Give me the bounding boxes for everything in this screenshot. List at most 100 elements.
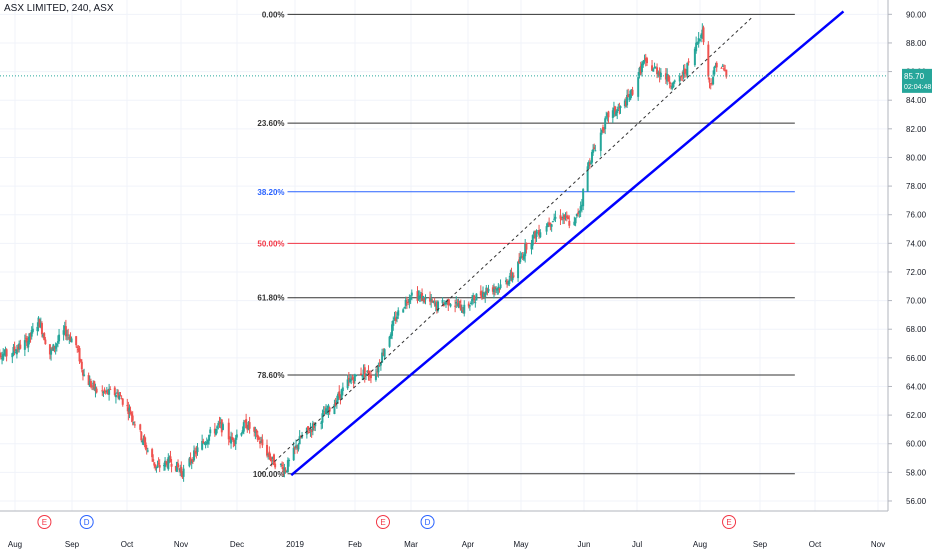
earnings-marker[interactable]: E [722, 515, 737, 529]
event-marker-circle[interactable] [722, 515, 737, 529]
candle-body [644, 57, 647, 61]
candle-body [143, 436, 146, 443]
candle-body [188, 458, 191, 467]
candle-body [607, 111, 610, 118]
candle-body [563, 214, 566, 220]
candle-body [700, 34, 703, 39]
candle-body [614, 106, 617, 114]
candle-body [281, 464, 284, 466]
candle-body [28, 333, 31, 343]
candle-body [408, 298, 411, 303]
event-marker-circle[interactable] [37, 515, 52, 529]
candle-body [693, 48, 696, 66]
candle-body [114, 394, 117, 398]
candle-body [334, 402, 337, 406]
candle-body [471, 299, 474, 302]
candle-body [233, 441, 236, 443]
candle-body [564, 215, 567, 218]
candle-body [108, 388, 111, 395]
candle-body [456, 304, 459, 306]
candle-body [410, 292, 413, 296]
candle-body [151, 449, 154, 458]
drawing-lines[interactable] [260, 10, 845, 477]
time-tick-label: Feb [348, 540, 362, 549]
candle-body [686, 62, 689, 76]
candle-body [195, 451, 198, 454]
candle-body [619, 106, 622, 108]
candle-body [69, 336, 72, 341]
candle-body [131, 415, 134, 421]
candle-body [423, 297, 426, 302]
candle-body [4, 349, 7, 356]
event-marker-circle[interactable] [420, 515, 435, 529]
candle-body [95, 388, 98, 393]
candle-body [449, 304, 452, 307]
candle-body [66, 334, 69, 336]
candle-body [460, 310, 463, 313]
fib-level-label: 50.00% [257, 239, 284, 248]
fib-level-label: 0.00% [262, 10, 285, 19]
candle-body [394, 317, 397, 321]
candle-body [366, 370, 369, 372]
candle-body [618, 107, 621, 109]
candle-body [120, 398, 123, 400]
candle-body [339, 394, 342, 399]
candle-body [479, 291, 482, 296]
candle-body [298, 436, 301, 445]
time-tick-label: Jun [578, 540, 591, 549]
fibonacci-retracement[interactable]: 0.00% 23.60% 38.20% 50.00% 61.80% 78.60% 100.0… [253, 10, 795, 479]
candle-body [536, 232, 539, 234]
candle-body [382, 353, 385, 355]
price-tick-label: 60.00 [906, 440, 927, 449]
candle-body [323, 412, 326, 414]
candle-body [626, 94, 629, 106]
candle-body [313, 423, 316, 429]
candle-body [162, 465, 165, 467]
candle-body [145, 448, 148, 450]
time-tick-label: Sep [753, 540, 768, 549]
candle-body [685, 71, 688, 74]
candle-body [579, 206, 582, 211]
candle-body [508, 279, 511, 285]
price-tick-label: 70.00 [906, 297, 927, 306]
candle-body [548, 222, 551, 225]
event-marker-circle[interactable] [79, 515, 94, 529]
candle-body [255, 430, 258, 433]
dividend-marker[interactable]: D [79, 515, 94, 529]
candle-body [695, 42, 698, 52]
earnings-marker[interactable]: E [376, 515, 390, 529]
candle-body [341, 387, 344, 392]
earnings-marker[interactable]: E [37, 515, 52, 529]
candle-body [167, 457, 170, 470]
candle-body [473, 295, 476, 301]
candle-body [615, 111, 618, 116]
candle-body [458, 300, 461, 303]
candle-body [284, 469, 287, 472]
event-marker-label: D [425, 518, 431, 527]
candle-body [164, 460, 167, 467]
price-axis[interactable]: 56.00 58.00 60.00 62.00 64.00 66.00 68.00 70.00… [887, 0, 932, 550]
candle-body [94, 387, 97, 392]
time-tick-label: May [513, 540, 528, 549]
candle-body [1, 357, 4, 359]
candle-body [235, 434, 238, 438]
candle-body [327, 405, 330, 413]
candle-body [18, 343, 21, 350]
event-marker-circle[interactable] [376, 515, 390, 529]
candle-body [492, 288, 495, 292]
candle-body [486, 288, 489, 293]
candle-body [507, 283, 510, 285]
time-axis[interactable]: Aug Sep Oct Nov Dec 2019 Feb Mar Apr May Jun Jul Aug… [0, 510, 888, 549]
candle-body [457, 303, 460, 308]
candle-body [575, 213, 578, 217]
price-tick-label: 80.00 [906, 153, 927, 162]
dividend-marker[interactable]: D [420, 515, 435, 529]
dashed-trend-line[interactable] [260, 16, 753, 475]
candle-body [127, 407, 130, 414]
price-tick-label: 76.00 [906, 211, 927, 220]
candle-body [256, 434, 259, 440]
support-trend-line[interactable] [290, 10, 845, 477]
